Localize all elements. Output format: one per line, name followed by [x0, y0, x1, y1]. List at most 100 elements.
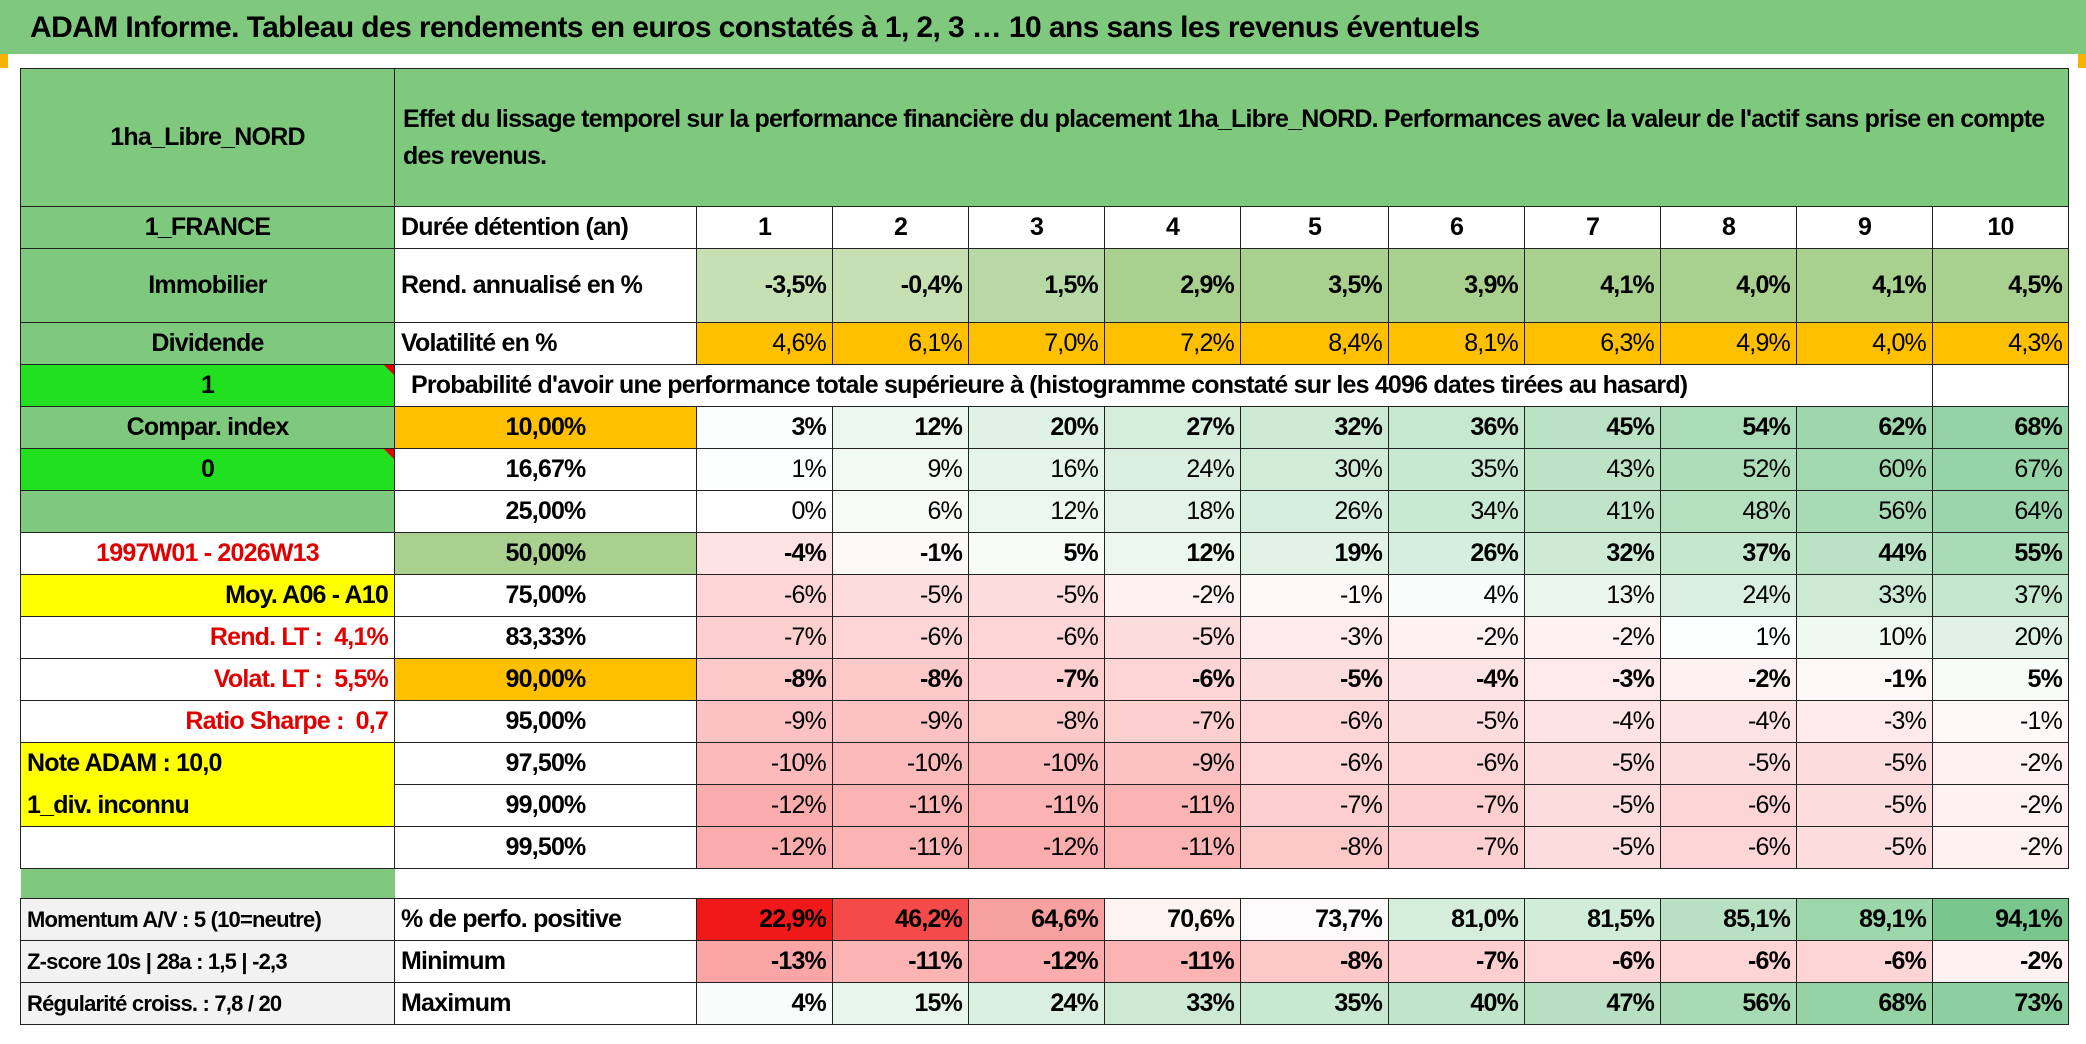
- quantile-value-cell: 56%: [1796, 490, 1933, 533]
- quantile-value-cell: 12%: [832, 406, 969, 449]
- quantile-value-cell: -1%: [832, 532, 969, 575]
- annualized-return-cell: 3,9%: [1388, 248, 1525, 323]
- year-header: 3: [968, 206, 1105, 249]
- quantile-value-cell: -5%: [968, 574, 1105, 617]
- quantile-value-cell: 24%: [1104, 448, 1241, 491]
- minimum-cell: -8%: [1240, 940, 1389, 983]
- dividend-info: 1_div. inconnu: [20, 784, 395, 827]
- fund-name: 1ha_Libre_NORD: [20, 68, 395, 207]
- quantile-value-cell: -5%: [1660, 742, 1797, 785]
- positive-perf-cell: 94,1%: [1931, 898, 2070, 941]
- sharpe-ratio: Ratio Sharpe : 0,7: [20, 700, 395, 743]
- quantile-value-cell: -11%: [1104, 784, 1241, 827]
- quantile-value-cell: -11%: [968, 784, 1105, 827]
- quantile-value-cell: 35%: [1388, 448, 1525, 491]
- positive-perf-cell: 46,2%: [832, 898, 969, 941]
- quantile-value-cell: -7%: [696, 616, 833, 659]
- quantile-value-cell: -7%: [1240, 784, 1389, 827]
- quantile-value-cell: 13%: [1524, 574, 1661, 617]
- corner-marker: [2078, 54, 2086, 68]
- maximum-cell: 68%: [1796, 982, 1933, 1025]
- quantile-label: 99,00%: [394, 784, 697, 827]
- empty-cell: [20, 826, 395, 869]
- annualized-return-cell: 2,9%: [1104, 248, 1241, 323]
- quantile-value-cell: -5%: [1524, 742, 1661, 785]
- quantile-value-cell: 32%: [1524, 532, 1661, 575]
- quantile-value-cell: 10%: [1796, 616, 1933, 659]
- annualized-return-cell: 3,5%: [1240, 248, 1389, 323]
- quantile-value-cell: -8%: [968, 700, 1105, 743]
- year-header: 1: [696, 206, 833, 249]
- quantile-label: 25,00%: [394, 490, 697, 533]
- quantile-value-cell: -1%: [1240, 574, 1389, 617]
- quantile-label: 99,50%: [394, 826, 697, 869]
- quantile-value-cell: -8%: [1240, 826, 1389, 869]
- volatility-cell: 7,2%: [1104, 322, 1241, 365]
- quantile-value-cell: 4%: [1388, 574, 1525, 617]
- long-term-volatility-label: Volat. LT :: [213, 665, 323, 693]
- gap-green-cell: [20, 868, 395, 899]
- volatility-cell: 6,3%: [1524, 322, 1661, 365]
- quantile-value-cell: 37%: [1660, 532, 1797, 575]
- year-header: 8: [1660, 206, 1797, 249]
- quantile-value-cell: -4%: [1524, 700, 1661, 743]
- annualized-return-cell: 4,5%: [1931, 248, 2070, 323]
- compar-index-label: Compar. index: [20, 406, 395, 449]
- quantile-value-cell: 5%: [968, 532, 1105, 575]
- empty-cell: [1796, 364, 1933, 407]
- quantile-label: 75,00%: [394, 574, 697, 617]
- volatility-cell: 6,1%: [832, 322, 969, 365]
- average-label: Moy. A06 - A10: [20, 574, 395, 617]
- quantile-value-cell: 36%: [1388, 406, 1525, 449]
- dividend-label: Dividende: [20, 322, 395, 365]
- maximum-cell: 4%: [696, 982, 833, 1025]
- quantile-value-cell: -3%: [1796, 700, 1933, 743]
- quantile-value-cell: -5%: [832, 574, 969, 617]
- long-term-volatility: Volat. LT : 5,5%: [20, 658, 395, 701]
- quantile-value-cell: 3%: [696, 406, 833, 449]
- year-header: 6: [1388, 206, 1525, 249]
- positive-perf-cell: 22,9%: [696, 898, 833, 941]
- sharpe-ratio-label: Ratio Sharpe :: [185, 707, 344, 735]
- quantile-value-cell: -6%: [1660, 784, 1797, 827]
- quantile-value-cell: -4%: [1388, 658, 1525, 701]
- performance-table: 1ha_Libre_NORD Effet du lissage temporel…: [20, 68, 2070, 1025]
- quantile-value-cell: 67%: [1931, 448, 2070, 491]
- quantile-value-cell: 24%: [1660, 574, 1797, 617]
- report-title: ADAM Informe. Tableau des rendements en …: [0, 0, 2086, 54]
- minimum-cell: -12%: [968, 940, 1105, 983]
- quantile-value-cell: -7%: [1104, 700, 1241, 743]
- quantile-value-cell: 26%: [1388, 532, 1525, 575]
- quantile-value-cell: -11%: [832, 826, 969, 869]
- quantile-value-cell: 60%: [1796, 448, 1933, 491]
- quantile-value-cell: -12%: [696, 784, 833, 827]
- annualized-return-cell: -0,4%: [832, 248, 969, 323]
- quantile-value-cell: -11%: [1104, 826, 1241, 869]
- quantile-value-cell: -5%: [1796, 784, 1933, 827]
- maximum-cell: 40%: [1388, 982, 1525, 1025]
- quantile-value-cell: 62%: [1796, 406, 1933, 449]
- annualized-return-cell: 4,0%: [1660, 248, 1797, 323]
- positive-perf-cell: 89,1%: [1796, 898, 1933, 941]
- quantile-value-cell: 16%: [968, 448, 1105, 491]
- quantile-value-cell: 20%: [968, 406, 1105, 449]
- maximum-cell: 15%: [832, 982, 969, 1025]
- quantile-value-cell: 37%: [1931, 574, 2070, 617]
- quantile-value-cell: -2%: [1104, 574, 1241, 617]
- quantile-label: 16,67%: [394, 448, 697, 491]
- quantile-value-cell: -2%: [1931, 826, 2070, 869]
- quantile-value-cell: -9%: [696, 700, 833, 743]
- minimum-cell: -11%: [1104, 940, 1241, 983]
- quantile-value-cell: -12%: [968, 826, 1105, 869]
- period-label: 1997W01 - 2026W13: [20, 532, 395, 575]
- quantile-value-cell: -12%: [696, 826, 833, 869]
- quantile-value-cell: -6%: [1240, 742, 1389, 785]
- country-label: 1_FRANCE: [20, 206, 395, 249]
- quantile-value-cell: 32%: [1240, 406, 1389, 449]
- quantile-value-cell: -4%: [696, 532, 833, 575]
- quantile-value-cell: 30%: [1240, 448, 1389, 491]
- quantile-value-cell: 43%: [1524, 448, 1661, 491]
- volatility-cell: 7,0%: [968, 322, 1105, 365]
- volatility-cell: 4,6%: [696, 322, 833, 365]
- quantile-value-cell: -5%: [1796, 742, 1933, 785]
